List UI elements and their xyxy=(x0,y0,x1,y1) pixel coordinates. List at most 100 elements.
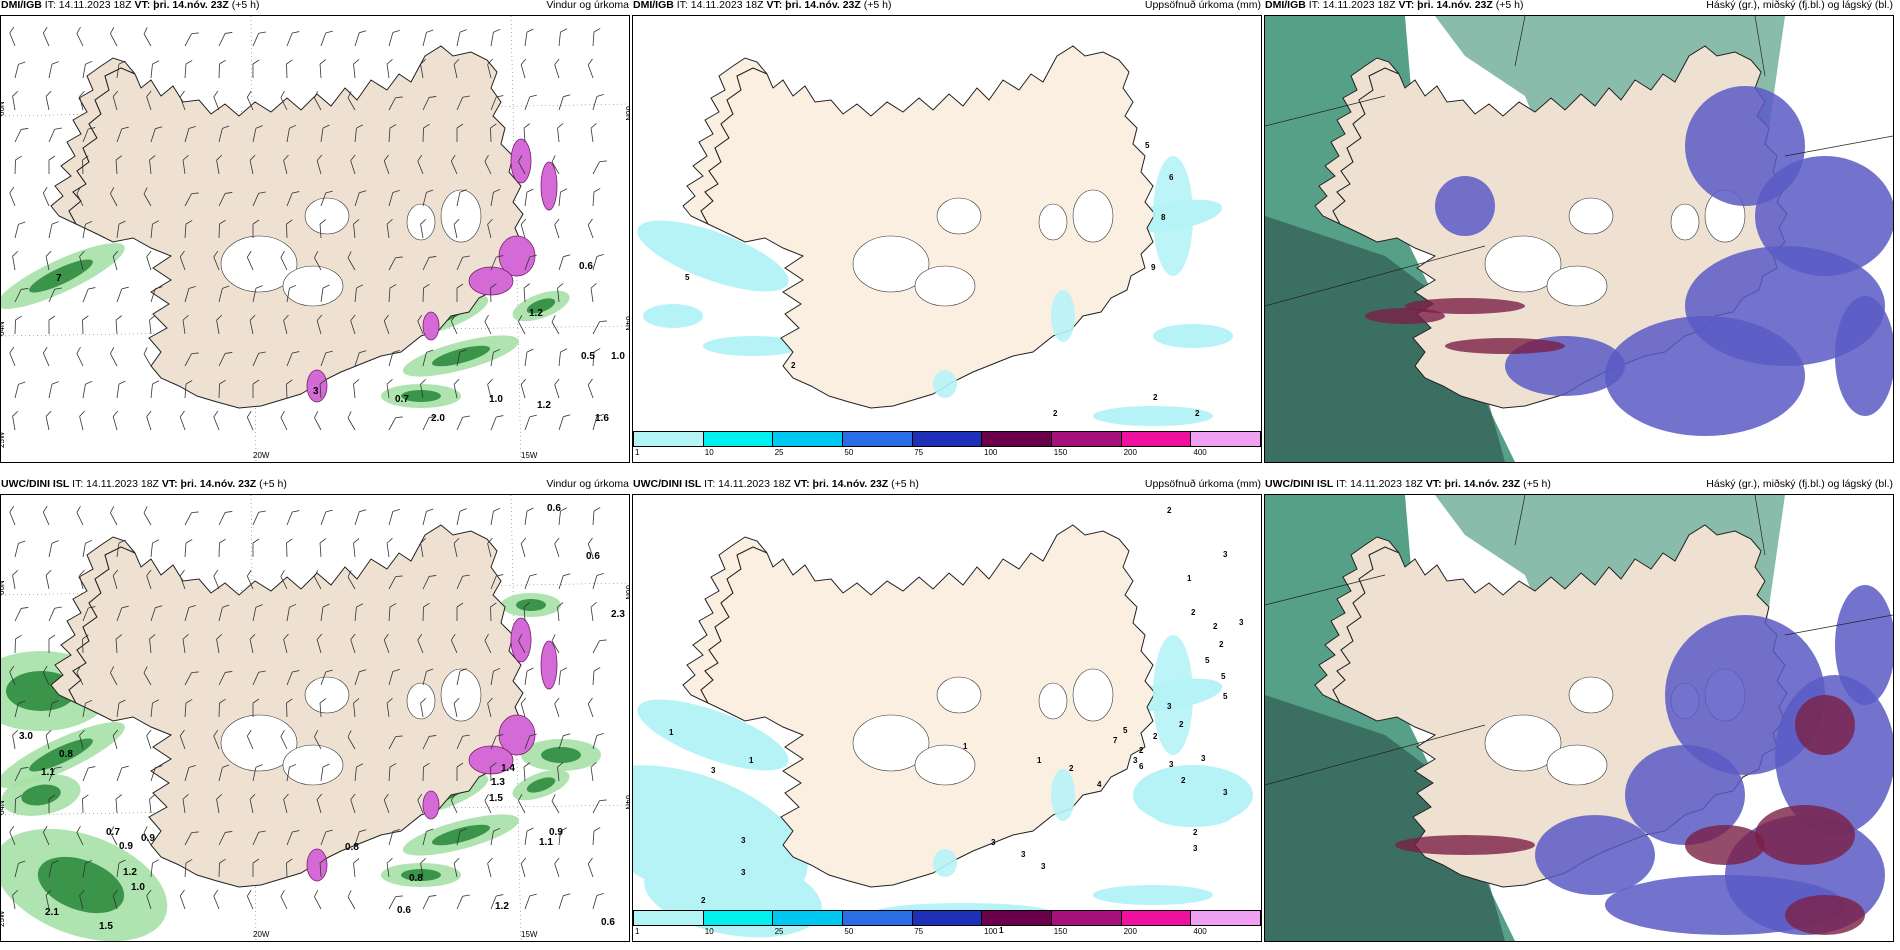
wind-barb-flag xyxy=(493,827,501,832)
wind-barb xyxy=(354,190,367,207)
wind-barb-staff xyxy=(490,895,497,910)
glacier xyxy=(282,744,344,786)
wind-barb-staff xyxy=(453,224,458,239)
wind-barb-staff xyxy=(179,735,186,750)
wind-barb-staff xyxy=(316,320,322,335)
wind-barb xyxy=(48,860,59,878)
wind-barb-staff xyxy=(422,417,430,431)
wind-barb xyxy=(490,28,501,47)
wind-barb-flag xyxy=(347,411,352,419)
wind-barb-staff xyxy=(320,511,327,526)
wind-barb-staff xyxy=(182,320,186,335)
wind-barb-flag xyxy=(487,857,493,864)
wind-barb xyxy=(252,219,260,238)
wind-barb xyxy=(184,511,199,526)
wind-barb-flag xyxy=(152,539,160,544)
wind-barb-staff xyxy=(554,224,560,239)
wind-barb-flag xyxy=(292,830,300,833)
glacier xyxy=(936,197,982,235)
wind-barb-flag xyxy=(453,857,460,864)
wind-barb xyxy=(386,59,393,79)
wind-barb-staff xyxy=(518,161,526,175)
glacier xyxy=(220,235,298,293)
wind-barb-staff xyxy=(48,608,56,622)
wind-barb xyxy=(388,29,400,47)
wind-barb xyxy=(388,508,400,526)
wind-barb xyxy=(518,315,526,335)
wind-barb xyxy=(350,793,356,814)
wind-barb xyxy=(417,154,424,175)
wind-barb-staff xyxy=(554,64,560,79)
wind-barb-flag xyxy=(182,634,189,640)
wind-barb xyxy=(14,767,29,782)
init-time: IT: 14.11.2023 18Z xyxy=(704,478,791,490)
accum-value-label: 1 xyxy=(749,756,754,765)
wind-barb xyxy=(320,190,333,207)
wind-barb xyxy=(314,570,322,590)
wind-barb xyxy=(82,127,96,143)
wind-barb-flag xyxy=(280,569,285,577)
wind-barb-staff xyxy=(524,831,528,846)
wind-barb-flag xyxy=(459,828,467,832)
wind-barb-staff xyxy=(316,639,322,654)
high-cloud-area xyxy=(1265,216,1505,462)
wind-barb-staff xyxy=(456,576,464,590)
accum-precip-area xyxy=(933,370,957,398)
wind-barb-flag xyxy=(54,606,62,609)
wind-barb-flag xyxy=(554,218,560,225)
wind-barb-flag xyxy=(520,378,527,385)
wind-barb xyxy=(386,379,393,399)
wind-barb-staff xyxy=(143,193,152,207)
wind-barb-staff xyxy=(592,161,600,175)
heavy-precip-area xyxy=(498,235,536,277)
panel-header: UWC/DINI ISL IT: 14.11.2023 18Z VT: þri.… xyxy=(1265,475,1895,493)
wind-barb-staff xyxy=(314,257,322,271)
wind-barb-staff xyxy=(150,543,153,558)
wind-barb xyxy=(82,606,96,622)
glacier xyxy=(1568,676,1614,714)
wind-barb-staff xyxy=(487,384,492,399)
wind-barb-staff xyxy=(422,576,430,590)
wind-barb xyxy=(353,698,360,718)
wind-barb xyxy=(14,634,22,654)
wind-barb-flag xyxy=(283,793,289,800)
panel-dmi-cloud: DMI/IGB IT: 14.11.2023 18Z VT: þri. 14.n… xyxy=(1264,0,1894,463)
wind-barb xyxy=(320,509,333,526)
wind-barb xyxy=(150,220,160,239)
wind-barb-flag xyxy=(453,58,460,65)
wind-barb-flag xyxy=(359,350,367,354)
wind-barb-flag xyxy=(420,58,427,65)
wind-barb-staff xyxy=(48,224,53,239)
wind-barb xyxy=(450,154,458,175)
wind-barb-staff xyxy=(184,832,192,846)
wind-barb-flag xyxy=(350,793,356,800)
wind-barb xyxy=(286,858,293,878)
wind-barb xyxy=(347,251,356,271)
wind-barb-flag xyxy=(319,858,326,864)
wind-barb-flag xyxy=(518,794,523,801)
wind-barb-flag xyxy=(456,762,464,768)
wind-barb-flag xyxy=(423,123,430,129)
wind-barb-staff xyxy=(112,895,118,910)
wind-barb-flag xyxy=(593,827,601,832)
wind-barb-staff xyxy=(246,97,254,111)
wind-barb xyxy=(9,346,16,367)
wind-barb-flag xyxy=(182,794,189,800)
precip-value-label: 1.1 xyxy=(539,837,553,848)
accum-value-label: 2 xyxy=(1219,640,1224,649)
wind-barb-staff xyxy=(150,288,156,303)
wind-barb xyxy=(314,890,322,910)
wind-barb-staff xyxy=(249,639,254,654)
wind-barb-flag xyxy=(429,96,437,98)
wind-barb-flag xyxy=(216,793,223,800)
wind-precip-map: 70.61.20.5 1.00.7 1.01.22.0 1.6366N64N25W20… xyxy=(1,16,629,462)
wind-barb xyxy=(353,219,360,239)
wind-barb xyxy=(388,124,397,143)
wind-barb-staff xyxy=(388,736,396,750)
wind-barb-flag xyxy=(185,539,193,544)
wind-barb-staff xyxy=(592,831,595,846)
wind-barb xyxy=(12,569,19,590)
wind-barb xyxy=(252,31,266,47)
wind-barb-flag xyxy=(520,537,527,544)
wind-barb xyxy=(184,192,199,207)
